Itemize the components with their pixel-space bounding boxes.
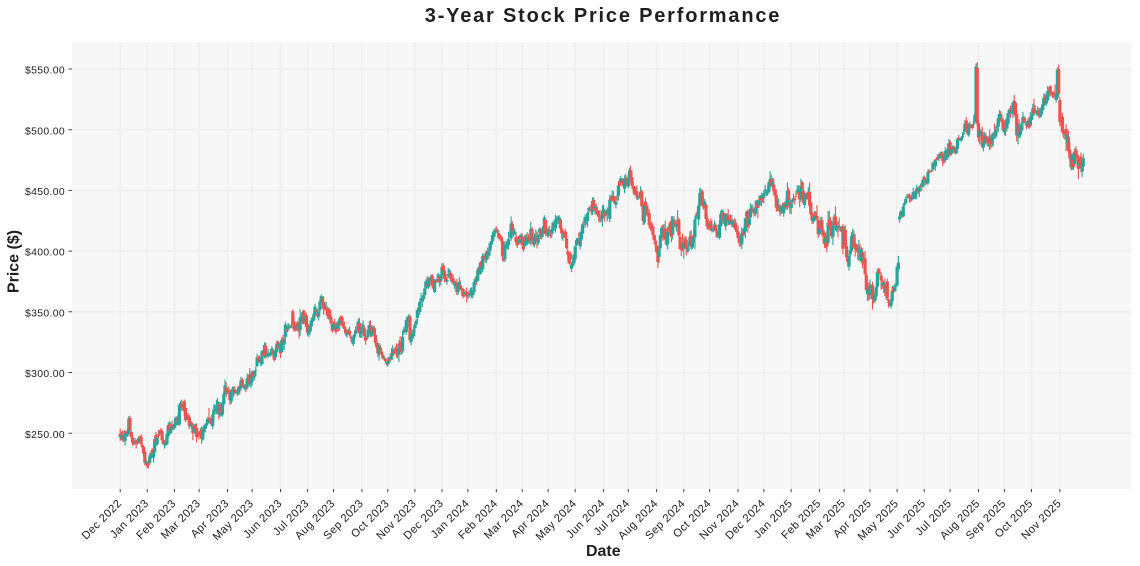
svg-text:$400.00: $400.00	[25, 248, 65, 259]
svg-text:$250.00: $250.00	[25, 430, 65, 441]
svg-text:Price ($): Price ($)	[6, 230, 23, 293]
svg-text:3-Year Stock Price Performance: 3-Year Stock Price Performance	[425, 5, 781, 27]
svg-text:$350.00: $350.00	[25, 308, 65, 319]
svg-text:$450.00: $450.00	[25, 187, 65, 198]
svg-text:$300.00: $300.00	[25, 369, 65, 380]
svg-text:$500.00: $500.00	[25, 126, 65, 137]
svg-text:$550.00: $550.00	[25, 66, 65, 77]
svg-text:Date: Date	[586, 543, 621, 560]
